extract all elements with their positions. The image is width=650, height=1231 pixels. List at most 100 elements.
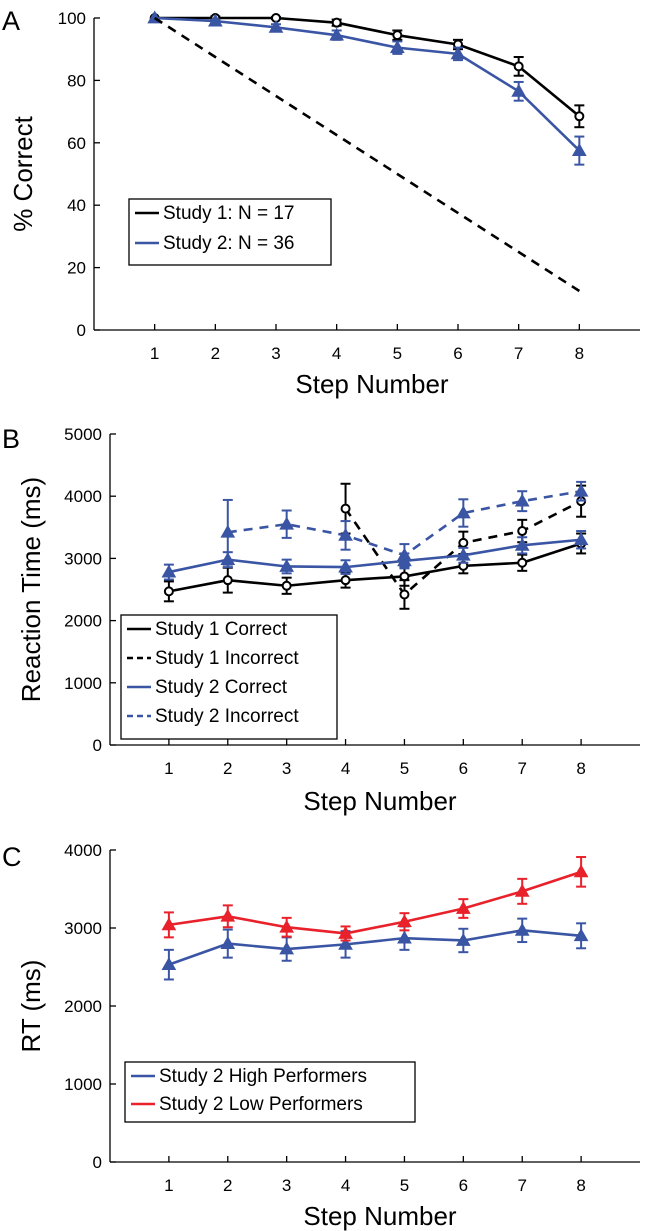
x-tick-label: 5 xyxy=(400,759,409,778)
x-tick-label: 7 xyxy=(517,1176,526,1195)
data-point xyxy=(455,932,471,946)
x-tick-label: 5 xyxy=(393,344,402,363)
y-tick-label: 100 xyxy=(58,9,86,28)
panel-label: A xyxy=(2,6,20,36)
x-axis-label: Step Number xyxy=(303,1201,457,1231)
data-point xyxy=(455,547,471,561)
legend-box xyxy=(120,614,338,740)
y-tick-label: 1000 xyxy=(64,674,102,693)
data-point xyxy=(397,930,412,944)
series-study-2-low-performers xyxy=(161,856,589,942)
legend-entry: Study 2 Incorrect xyxy=(155,706,299,727)
legend: Study 1: N = 17 Study 2: N = 36 xyxy=(128,198,332,266)
y-tick-label: 4000 xyxy=(64,487,102,506)
data-point xyxy=(511,83,527,97)
y-tick-label: 0 xyxy=(77,321,86,340)
legend-entry: Study 2 Correct xyxy=(155,677,288,698)
data-point xyxy=(279,919,295,933)
data-point xyxy=(268,19,284,33)
y-tick-label: 0 xyxy=(93,736,102,755)
data-point xyxy=(338,527,353,541)
x-tick-label: 3 xyxy=(271,344,280,363)
x-tick-label: 1 xyxy=(150,344,159,363)
data-point xyxy=(329,27,345,41)
data-point xyxy=(161,957,177,971)
data-point xyxy=(513,61,524,72)
data-point xyxy=(397,547,412,561)
legend-entry: Study 1: N = 17 xyxy=(163,203,295,224)
series-line xyxy=(154,16,581,152)
series-line xyxy=(168,542,582,593)
legend-entry: Study 2: N = 36 xyxy=(163,233,295,254)
data-point xyxy=(220,524,236,538)
data-point xyxy=(338,559,353,573)
y-tick-label: 3000 xyxy=(64,549,102,568)
series-study-1-n-17 xyxy=(149,13,585,129)
x-tick-label: 5 xyxy=(400,1176,409,1195)
data-point xyxy=(222,575,233,586)
y-tick-label: 80 xyxy=(67,71,86,90)
x-tick-label: 3 xyxy=(282,759,291,778)
y-tick-label: 2000 xyxy=(64,612,102,631)
panel-label: B xyxy=(2,424,20,454)
legend-entry: Study 1 Incorrect xyxy=(155,648,299,669)
x-tick-label: 6 xyxy=(459,759,468,778)
chart-panel-c: C 0 1000 2000 3000 4000 1 2 3 4 5 6 7 8 Step Number RT … xyxy=(2,841,640,1231)
data-point xyxy=(399,589,410,600)
data-point xyxy=(573,532,589,546)
y-tick-label: 5000 xyxy=(64,425,102,444)
data-point xyxy=(220,936,236,949)
data-point xyxy=(340,503,351,514)
y-tick-label: 20 xyxy=(67,259,86,278)
y-tick-label: 0 xyxy=(93,1153,102,1172)
data-point xyxy=(392,30,403,41)
data-point xyxy=(573,483,589,497)
data-point xyxy=(455,900,471,914)
legend-entry: Study 1 Correct xyxy=(155,619,288,640)
data-point xyxy=(279,941,295,955)
data-point xyxy=(340,575,351,586)
x-tick-label: 2 xyxy=(211,344,220,363)
data-point xyxy=(338,925,353,939)
data-point xyxy=(279,558,295,572)
y-axis-label: % Correct xyxy=(8,115,38,231)
x-tick-label: 6 xyxy=(459,1176,468,1195)
x-tick-label: 7 xyxy=(517,759,526,778)
y-axis-label: Reaction Time (ms) xyxy=(16,477,46,702)
data-point xyxy=(574,111,585,122)
x-tick-label: 4 xyxy=(332,344,341,363)
x-axis-label: Step Number xyxy=(303,786,457,816)
data-point xyxy=(389,40,405,54)
y-tick-label: 60 xyxy=(67,134,86,153)
y-tick-label: 4000 xyxy=(64,841,102,860)
data-point xyxy=(450,46,466,60)
legend: Study 1 Correct Study 1 Incorrect Study 2 … xyxy=(120,614,338,740)
y-tick-label: 40 xyxy=(67,196,86,215)
chart-panel-b: B 0 1000 2000 3000 4000 5000 1 2 3 4 5 6 7 8 Step Numbe… xyxy=(2,424,640,816)
x-tick-label: 8 xyxy=(576,759,585,778)
data-point xyxy=(514,922,530,936)
x-tick-label: 8 xyxy=(576,1176,585,1195)
series-study-2-incorrect xyxy=(220,480,589,568)
series-line xyxy=(153,16,581,293)
data-point xyxy=(281,580,292,591)
x-tick-label: 1 xyxy=(164,1176,173,1195)
series-study-2-n-36 xyxy=(147,10,587,166)
legend: Study 2 High Performers Study 2 Low Perfo… xyxy=(124,1061,416,1123)
data-point xyxy=(279,516,295,530)
data-point xyxy=(207,13,223,27)
series-line xyxy=(154,16,581,118)
x-tick-label: 1 xyxy=(164,759,173,778)
legend-entry: Study 2 High Performers xyxy=(159,1066,367,1087)
x-tick-label: 7 xyxy=(514,344,523,363)
x-tick-label: 2 xyxy=(223,759,232,778)
x-tick-label: 3 xyxy=(282,1176,291,1195)
data-point xyxy=(161,564,177,578)
y-tick-label: 3000 xyxy=(64,919,102,938)
x-tick-label: 4 xyxy=(341,759,350,778)
x-tick-label: 4 xyxy=(341,1176,350,1195)
data-point xyxy=(458,537,469,548)
legend-entry: Study 2 Low Performers xyxy=(159,1094,363,1115)
